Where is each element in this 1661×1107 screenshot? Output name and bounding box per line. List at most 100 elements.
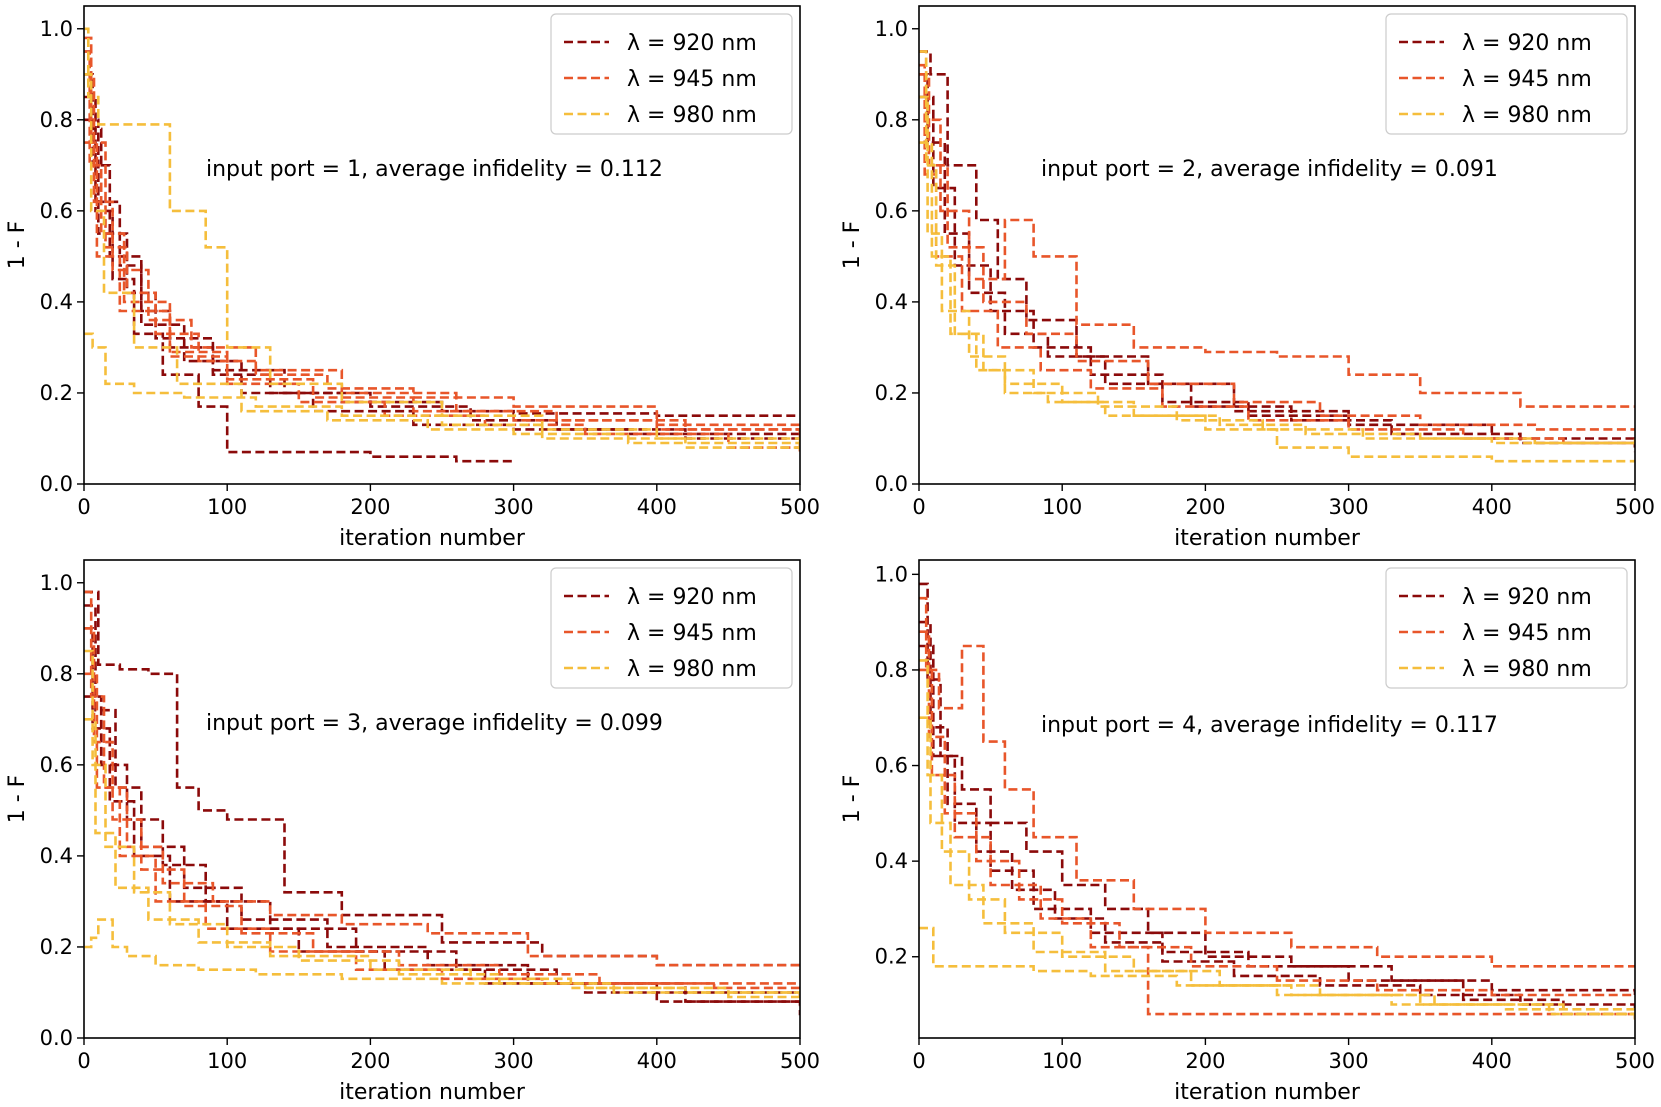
y-axis-label: 1 - F	[5, 221, 30, 270]
y-axis-label: 1 - F	[840, 221, 865, 270]
series-line-945-5	[919, 73, 1635, 431]
y-tick-label: 1.0	[875, 562, 908, 586]
chart-panel-3: 0 100 200 300 400 500 0.0 0.2 0.4 0.6 0.8 1.0 iterat…	[5, 559, 820, 1105]
x-axis-label: iteration number	[1174, 526, 1361, 551]
series-line-945-6	[84, 73, 800, 439]
y-tick-label: 0.2	[40, 935, 73, 959]
x-axis-label: iteration number	[1174, 1080, 1361, 1105]
legend-label-920: λ = 920 nm	[627, 31, 757, 56]
series-line-945-6	[919, 668, 1635, 1016]
x-tick-label: 500	[1615, 495, 1655, 519]
series-line-920-2	[919, 73, 1635, 453]
series-line-980-11	[84, 73, 800, 448]
panel-annotation: input port = 1, average infidelity = 0.1…	[206, 157, 663, 182]
panel-annotation: input port = 2, average infidelity = 0.0…	[1041, 157, 1498, 182]
legend: λ = 920 nm λ = 945 nm λ = 980 nm	[1385, 567, 1628, 689]
series-line-920-1	[84, 590, 800, 967]
panel-annotation: input port = 3, average infidelity = 0.0…	[206, 711, 663, 736]
y-tick-label: 0.4	[40, 290, 73, 314]
x-tick-label: 300	[1329, 1049, 1369, 1073]
x-tick-label: 300	[1329, 495, 1369, 519]
y-axis-label: 1 - F	[5, 775, 30, 824]
y-tick-label: 0.8	[40, 108, 73, 132]
series-line-980-9	[84, 649, 800, 1002]
x-axis-label: iteration number	[339, 1080, 526, 1105]
legend-label-980: λ = 980 nm	[627, 657, 757, 682]
x-tick-label: 0	[912, 1049, 925, 1073]
series-line-945-5	[84, 36, 800, 453]
x-tick-label: 100	[1042, 495, 1082, 519]
series-line-980-9	[919, 716, 1635, 1011]
chart-panel-4: 0 100 200 300 400 500 0.2 0.4 0.6 0.8 1.0 iteration…	[840, 559, 1655, 1105]
x-tick-label: 500	[1615, 1049, 1655, 1073]
x-tick-label: 0	[77, 495, 90, 519]
series-line-980-9	[919, 141, 1635, 445]
x-tick-label: 300	[494, 495, 534, 519]
y-tick-label: 0.4	[40, 844, 73, 868]
x-tick-label: 0	[912, 495, 925, 519]
legend-label-920: λ = 920 nm	[1462, 585, 1592, 610]
legend-box	[550, 567, 793, 689]
y-tick-label: 0.8	[40, 662, 73, 686]
legend: λ = 920 nm λ = 945 nm λ = 980 nm	[1385, 13, 1628, 135]
y-tick-label: 0.4	[875, 290, 908, 314]
y-tick-label: 0.6	[875, 199, 908, 223]
series-group	[84, 27, 800, 463]
series-line-980-10	[84, 332, 800, 453]
y-tick-label: 0.8	[875, 658, 908, 682]
legend-box	[1385, 13, 1628, 135]
y-axis-label: 1 - F	[840, 775, 865, 824]
x-tick-label: 500	[780, 495, 820, 519]
legend-label-945: λ = 945 nm	[627, 621, 757, 646]
series-line-920-4	[84, 695, 800, 997]
x-tick-label: 300	[494, 1049, 534, 1073]
y-tick-label: 0.0	[40, 1026, 73, 1050]
y-tick-label: 0.6	[40, 753, 73, 777]
series-group	[919, 582, 1635, 1024]
series-line-980-7	[919, 926, 1635, 1016]
x-tick-label: 200	[1185, 1049, 1225, 1073]
x-tick-label: 200	[1185, 495, 1225, 519]
legend-label-980: λ = 980 nm	[627, 103, 757, 128]
legend-label-980: λ = 980 nm	[1462, 103, 1592, 128]
series-line-945-5	[84, 590, 800, 970]
y-tick-label: 0.8	[875, 108, 908, 132]
legend-label-920: λ = 920 nm	[627, 585, 757, 610]
x-tick-label: 200	[350, 495, 390, 519]
y-tick-label: 0.6	[40, 199, 73, 223]
x-tick-label: 400	[1472, 1049, 1512, 1073]
y-tick-label: 1.0	[40, 571, 73, 595]
axes-frame	[83, 559, 801, 1039]
series-line-945-8	[84, 141, 800, 431]
y-tick-label: 1.0	[40, 17, 73, 41]
series-line-920-2	[919, 620, 1635, 1010]
y-tick-label: 0.2	[875, 945, 908, 969]
y-tick-label: 0.2	[875, 381, 908, 405]
legend-box	[550, 13, 793, 135]
series-group	[84, 590, 800, 1016]
y-tick-label: 0.0	[875, 472, 908, 496]
series-line-980-10	[84, 718, 800, 997]
y-tick-label: 0.0	[40, 472, 73, 496]
y-tick-label: 1.0	[875, 17, 908, 41]
series-line-980-8	[919, 95, 1635, 448]
series-line-980-8	[84, 918, 800, 994]
chart-panel-1: 0 100 200 300 400 500 0.0 0.2 0.4 0.6 0.8 1.0 iterat…	[5, 5, 820, 551]
x-tick-label: 400	[1472, 495, 1512, 519]
x-tick-label: 200	[350, 1049, 390, 1073]
legend: λ = 920 nm λ = 945 nm λ = 980 nm	[550, 567, 793, 689]
y-tick-label: 0.4	[875, 849, 908, 873]
series-group	[919, 50, 1635, 463]
x-tick-label: 500	[780, 1049, 820, 1073]
legend-label-945: λ = 945 nm	[1462, 621, 1592, 646]
y-tick-label: 0.6	[875, 754, 908, 778]
axes-frame	[918, 559, 1636, 1039]
chart-panel-2: 0 100 200 300 400 500 0.0 0.2 0.4 0.6 0.8 1.0 iterat…	[840, 5, 1655, 551]
legend-box	[1385, 567, 1628, 689]
series-line-920-1	[919, 582, 1635, 995]
legend-label-980: λ = 980 nm	[1462, 657, 1592, 682]
legend-label-920: λ = 920 nm	[1462, 31, 1592, 56]
panel-annotation: input port = 4, average infidelity = 0.1…	[1041, 713, 1498, 738]
y-tick-label: 0.2	[40, 381, 73, 405]
